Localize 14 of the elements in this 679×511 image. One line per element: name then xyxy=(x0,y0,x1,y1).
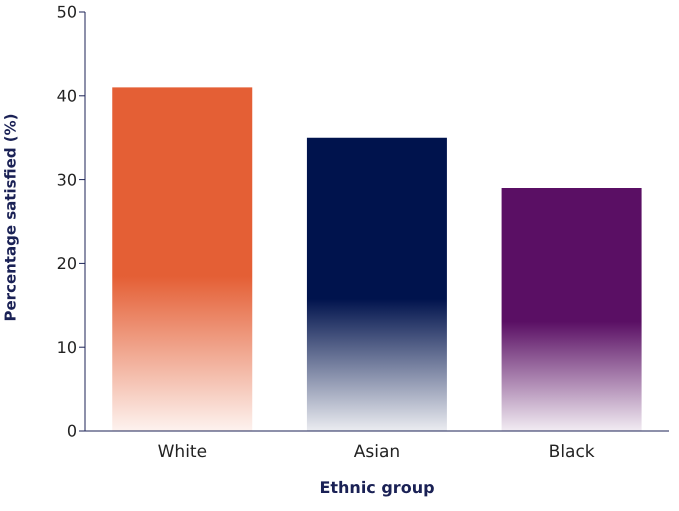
y-tick-label: 10 xyxy=(56,338,77,357)
y-tick-label: 30 xyxy=(56,170,77,190)
bar xyxy=(502,188,642,431)
y-tick-label: 40 xyxy=(56,86,77,106)
x-tick-label: Black xyxy=(548,442,595,462)
x-tick-label: White xyxy=(158,442,208,462)
x-tick-label: Asian xyxy=(354,442,400,462)
y-tick-label: 50 xyxy=(56,2,77,22)
y-axis-title: Percentage satisfied (%) xyxy=(1,113,20,322)
x-axis-title: Ethnic group xyxy=(319,478,435,497)
y-tick-label: 20 xyxy=(56,254,77,274)
y-tick-label: 0 xyxy=(66,422,77,441)
bar xyxy=(112,87,252,431)
bar xyxy=(306,138,447,431)
